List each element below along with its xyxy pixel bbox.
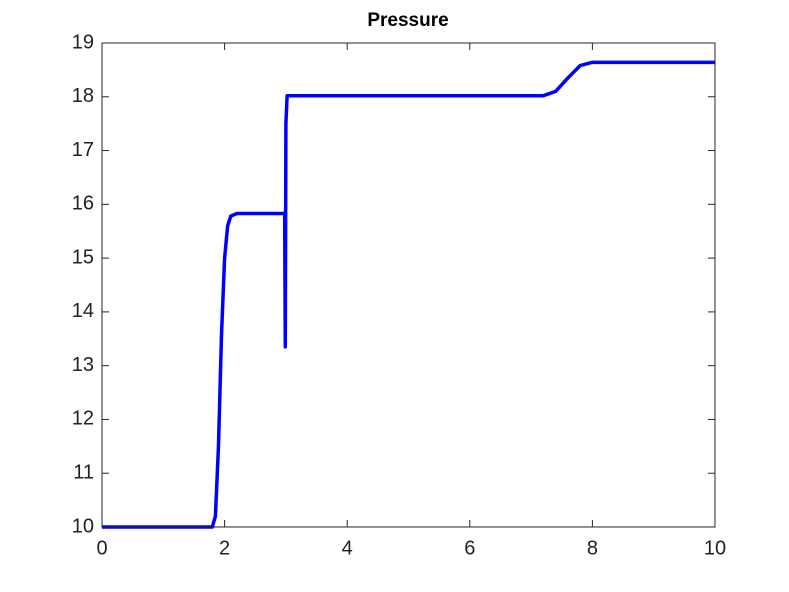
- chart-title: Pressure: [367, 10, 448, 31]
- y-tick-label: 10: [72, 515, 94, 537]
- x-tick-label: 10: [704, 537, 726, 559]
- y-tick-label: 11: [73, 462, 94, 484]
- y-tick-label: 12: [72, 408, 94, 430]
- y-tick-label: 14: [72, 300, 94, 322]
- y-tick-label: 16: [72, 193, 94, 215]
- y-tick-label: 19: [72, 31, 94, 53]
- x-tick-label: 6: [464, 537, 475, 559]
- y-tick-label: 18: [72, 85, 94, 107]
- x-tick-label: 4: [342, 537, 353, 559]
- plot-frame: [101, 42, 716, 528]
- x-tick-label: 8: [587, 537, 598, 559]
- y-tick-label: 15: [72, 246, 94, 268]
- x-tick-label: 2: [219, 537, 230, 559]
- x-tick-label: 0: [96, 537, 107, 559]
- y-tick-label: 13: [72, 354, 94, 376]
- y-tick-label: 17: [72, 139, 94, 161]
- data-line: [102, 60, 715, 529]
